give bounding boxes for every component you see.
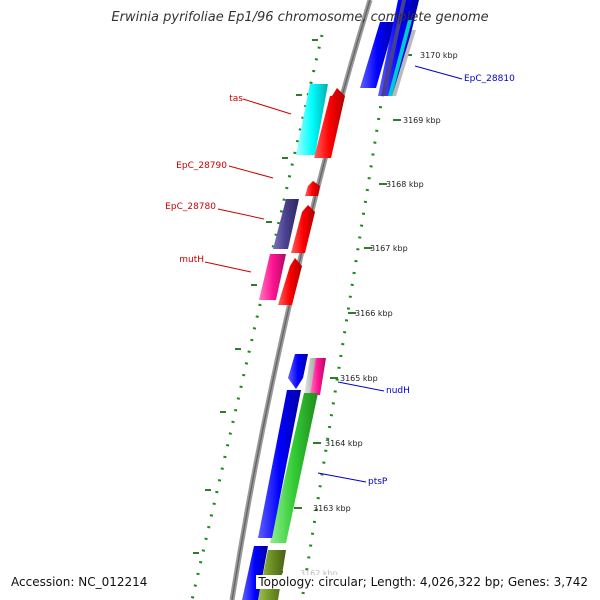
scale-label-3164: 3164 kbp [325, 439, 363, 448]
accession-label: Accession: NC_012214 [9, 575, 150, 589]
cds-red-tas [314, 88, 345, 158]
gene-label-muth: mutH [179, 255, 204, 265]
map-title: Erwinia pyrifoliae Ep1/96 chromosome, co… [111, 10, 489, 25]
scale-labels: 3170 kbp 3169 kbp 3168 kbp 3167 kbp 3166… [300, 51, 458, 578]
scale-label-3170: 3170 kbp [420, 51, 458, 60]
cds-blue-bottom [242, 546, 268, 600]
gene-label-epc28790: EpC_28790 [176, 161, 227, 171]
cds-blue-mid [288, 354, 308, 389]
scale-label-3166: 3166 kbp [355, 309, 393, 318]
label-leaders [204, 65, 463, 483]
cds-blue-long [258, 390, 301, 538]
cds-green-ptsp [270, 393, 318, 543]
gene-label-ptsp: ptsP [368, 477, 388, 487]
scale-label-3169: 3169 kbp [403, 116, 441, 125]
scale-label-3167: 3167 kbp [370, 244, 408, 253]
gene-label-epc28780: EpC_28780 [165, 202, 216, 212]
topology-label: Topology: circular; Length: 4,026,322 bp… [256, 575, 590, 589]
gene-label-epc28810: EpC_28810 [464, 74, 515, 84]
genome-backbone [229, 0, 373, 600]
scale-label-3168: 3168 kbp [386, 180, 424, 189]
scale-ticks [193, 39, 412, 573]
cds-red-muth [278, 258, 302, 305]
cds-slate-epc28780 [273, 199, 299, 249]
cds-magenta-mid [310, 358, 326, 395]
gene-label-tas: tas [229, 94, 243, 104]
gc-dot-track-inner [190, 34, 324, 600]
cds-cyan-tas [296, 84, 328, 155]
cds-magenta-muth [259, 254, 286, 300]
gene-label-nudh: nudH [386, 386, 410, 396]
cds-multicolor-top [378, 0, 419, 96]
gene-labels: tas EpC_28790 EpC_28780 mutH EpC_28810 n… [165, 74, 515, 487]
cds-red-epc28790 [305, 181, 320, 196]
scale-label-3163: 3163 kbp [313, 504, 351, 513]
cds-red-epc28780 [291, 205, 315, 253]
scale-label-3165: 3165 kbp [340, 374, 378, 383]
cds-blue-top [360, 22, 395, 88]
scale-label-3162: 3162 kbp [300, 569, 338, 578]
